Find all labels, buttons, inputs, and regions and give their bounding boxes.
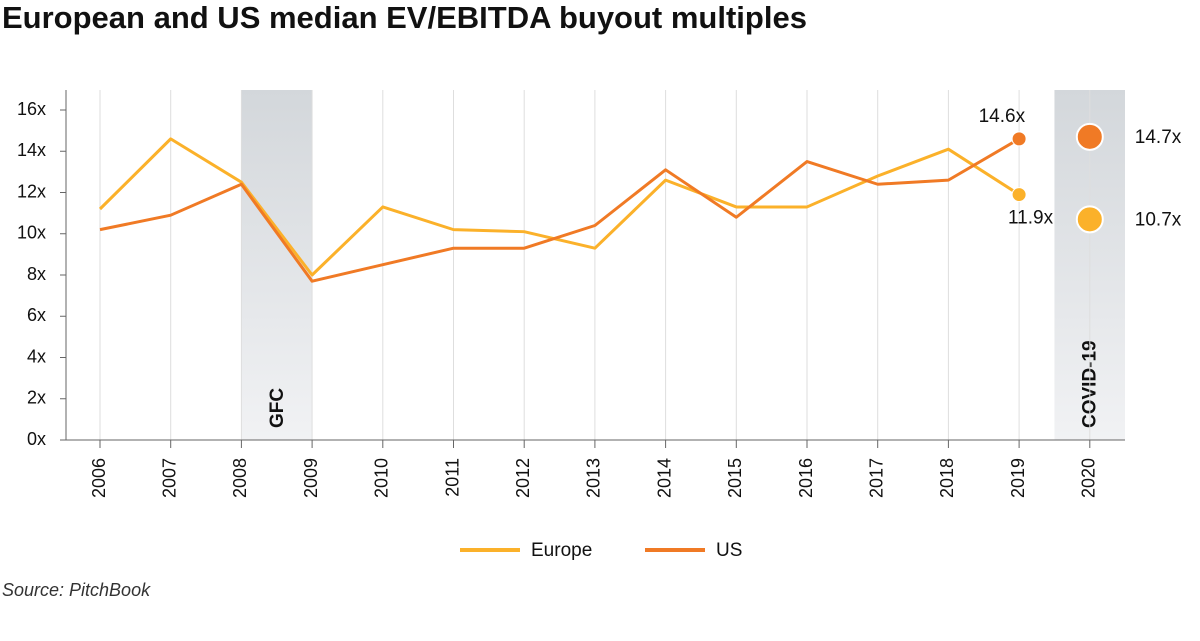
data-label: 14.7x	[1135, 127, 1182, 148]
series-line	[99, 137, 1020, 283]
data-label: 14.6x	[979, 106, 1026, 127]
shaded-label: GFC	[267, 388, 288, 428]
x-tick-label: 2019	[1008, 458, 1028, 498]
y-tick-label: 8x	[27, 264, 46, 284]
point	[1075, 205, 1104, 234]
x-tick-label: 2008	[230, 458, 250, 498]
x-tick-label: 2006	[89, 458, 109, 498]
y-tick-label: 10x	[17, 223, 46, 243]
x-tick-label: 2007	[159, 458, 179, 498]
point	[1011, 187, 1027, 203]
x-tick-label: 2015	[725, 458, 745, 498]
point	[1075, 122, 1104, 151]
data-label: 10.7x	[1135, 209, 1182, 230]
x-tick-label: 2017	[866, 458, 886, 498]
y-tick-label: 4x	[27, 346, 46, 366]
y-tick-label: 14x	[17, 140, 46, 160]
x-tick-label: 2010	[372, 458, 392, 498]
chart-title: European and US median EV/EBITDA buyout …	[2, 0, 807, 35]
y-tick-label: 2x	[27, 388, 46, 408]
legend-label: Europe	[531, 540, 592, 561]
y-tick-label: 6x	[27, 305, 46, 325]
legend-label: US	[716, 540, 742, 561]
x-tick-label: 2013	[584, 458, 604, 498]
x-tick-label: 2020	[1079, 458, 1099, 498]
source: Source: PitchBook	[2, 580, 151, 600]
y-tick-label: 16x	[17, 99, 46, 119]
y-tick-label: 0x	[27, 429, 46, 449]
data-label: 11.9x	[1008, 208, 1054, 229]
x-tick-label: 2016	[796, 458, 816, 498]
x-tick-label: 2012	[513, 458, 533, 498]
y-tick-label: 12x	[17, 181, 46, 201]
x-tick-label: 2011	[442, 458, 462, 497]
series-line	[98, 137, 1020, 277]
x-tick-label: 2018	[937, 458, 957, 498]
x-tick-label: 2009	[301, 458, 321, 498]
point	[1011, 131, 1027, 147]
x-tick-label: 2014	[654, 458, 674, 498]
